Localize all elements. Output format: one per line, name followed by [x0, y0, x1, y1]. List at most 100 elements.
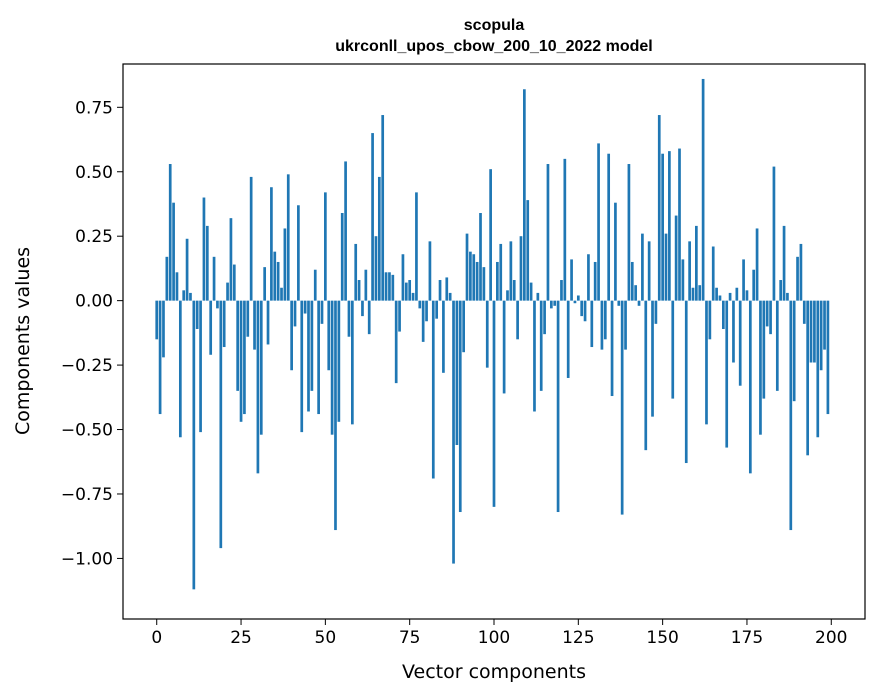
x-axis-label: Vector components: [402, 661, 586, 683]
bar: [711, 246, 715, 301]
bar: [303, 300, 307, 314]
bar: [590, 300, 594, 348]
bar: [533, 300, 536, 412]
bar: [765, 300, 769, 327]
bar: [617, 300, 621, 306]
bar: [381, 115, 385, 301]
bar: [610, 300, 614, 397]
bar: [762, 300, 766, 399]
bar: [266, 300, 270, 345]
bar: [620, 300, 624, 515]
x-tick-label: 150: [646, 628, 678, 648]
bar: [435, 300, 439, 319]
bar: [755, 228, 759, 301]
bar: [162, 300, 165, 358]
bar: [718, 295, 722, 301]
bar: [300, 300, 304, 433]
bar: [556, 300, 560, 513]
x-tick-label: 100: [478, 628, 510, 648]
bar: [502, 300, 506, 394]
bar: [526, 200, 530, 301]
bar: [607, 153, 611, 301]
bar: [317, 300, 320, 415]
bar: [286, 174, 290, 301]
bar: [297, 205, 300, 301]
bar: [485, 300, 489, 368]
bar: [175, 272, 179, 301]
bar: [752, 269, 756, 301]
bar: [158, 300, 162, 415]
bar: [391, 274, 395, 301]
x-axis-ticks: 0 25 50 75 100 125 150 175 200: [151, 619, 847, 648]
bar: [816, 300, 820, 438]
plot-frame: [122, 63, 866, 620]
bar: [394, 300, 398, 384]
bar: [624, 300, 627, 350]
bar: [775, 300, 779, 391]
bar: [438, 280, 442, 301]
bar: [664, 233, 668, 301]
bar: [411, 292, 415, 301]
bar: [458, 300, 462, 513]
bar: [239, 300, 243, 422]
bar: [270, 187, 273, 301]
bar: [377, 176, 381, 301]
bar: [806, 300, 810, 456]
bar: [759, 300, 762, 435]
bar: [259, 300, 263, 435]
bar: [431, 300, 435, 479]
bar: [600, 300, 604, 350]
bar: [546, 164, 550, 301]
bar: [560, 280, 563, 301]
chart-title-line-1: scopula: [464, 17, 525, 34]
bar: [583, 300, 587, 322]
bar: [782, 225, 786, 301]
bar: [448, 292, 452, 301]
bar: [614, 202, 617, 301]
bar: [178, 300, 182, 438]
x-tick-label: 25: [230, 628, 252, 648]
bar: [681, 259, 685, 301]
bar: [273, 251, 277, 301]
bar: [374, 236, 378, 301]
bar: [506, 290, 509, 301]
bar: [748, 300, 752, 474]
y-tick-label: −0.25: [61, 356, 113, 376]
bar: [570, 259, 573, 301]
bar: [357, 280, 361, 301]
y-tick-label: 0.00: [75, 292, 113, 312]
bar: [236, 300, 240, 391]
x-tick-label: 50: [315, 628, 337, 648]
y-tick-label: −0.75: [61, 485, 113, 505]
bar: [823, 300, 826, 350]
bar: [634, 285, 638, 301]
bar-series: [155, 78, 830, 590]
x-tick-label: 200: [815, 628, 847, 648]
bar: [472, 254, 476, 301]
bar: [367, 300, 371, 335]
bar: [509, 241, 513, 301]
bar: [337, 300, 341, 422]
bar: [802, 300, 806, 324]
bar: [549, 300, 553, 309]
bar: [668, 151, 671, 301]
bar: [482, 267, 486, 301]
bar: [408, 280, 412, 301]
bar: [347, 300, 351, 337]
bar: [826, 300, 830, 415]
bar: [708, 300, 712, 340]
bar: [172, 202, 175, 301]
x-tick-label: 75: [399, 628, 421, 648]
bar: [310, 300, 314, 391]
bar: [229, 218, 233, 301]
bar: [809, 300, 813, 363]
bar: [813, 300, 816, 363]
bar: [307, 300, 310, 412]
bar: [209, 300, 213, 355]
bar: [425, 300, 428, 322]
bar: [475, 261, 479, 301]
bar: [421, 300, 425, 342]
bar: [418, 300, 422, 309]
